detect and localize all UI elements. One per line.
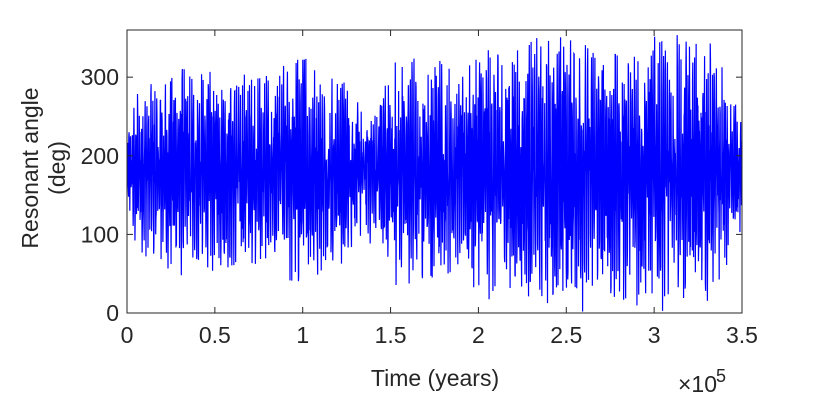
axes-box — [126, 29, 743, 314]
x-tick-label: 3 — [648, 322, 661, 348]
x-tick-label: 2 — [472, 322, 485, 348]
x-axis-label: Time (years) — [371, 365, 499, 391]
y-tick-label: 100 — [81, 221, 119, 247]
plot-area — [126, 29, 743, 314]
x-tick-label: 0 — [121, 322, 134, 348]
x-tick-label: 2.5 — [550, 322, 582, 348]
x-tick-label: 1.5 — [375, 322, 407, 348]
x-axis-ticks: 0 0.5 1 1.5 2 2.5 3 3.5 — [121, 30, 758, 348]
series-group — [127, 35, 742, 312]
x-multiplier-exponent: 5 — [716, 366, 726, 386]
x-tick-label: 3.5 — [726, 322, 758, 348]
resonant-angle-series-line — [127, 35, 742, 312]
y-tick-label: 0 — [106, 300, 119, 326]
y-axis-ticks: 0 100 200 300 — [81, 64, 742, 326]
x-axis-multiplier: ×10 5 — [678, 366, 726, 397]
y-axis-label: Resonant angle (deg) — [17, 87, 70, 248]
y-tick-label: 200 — [81, 143, 119, 169]
y-axis-label-line2: (deg) — [44, 141, 70, 195]
x-tick-label: 1 — [296, 322, 309, 348]
x-multiplier-base: ×10 — [678, 371, 717, 397]
y-axis-label-line1: Resonant angle — [17, 87, 43, 248]
x-tick-label: 0.5 — [199, 322, 231, 348]
y-tick-label: 300 — [81, 64, 119, 90]
